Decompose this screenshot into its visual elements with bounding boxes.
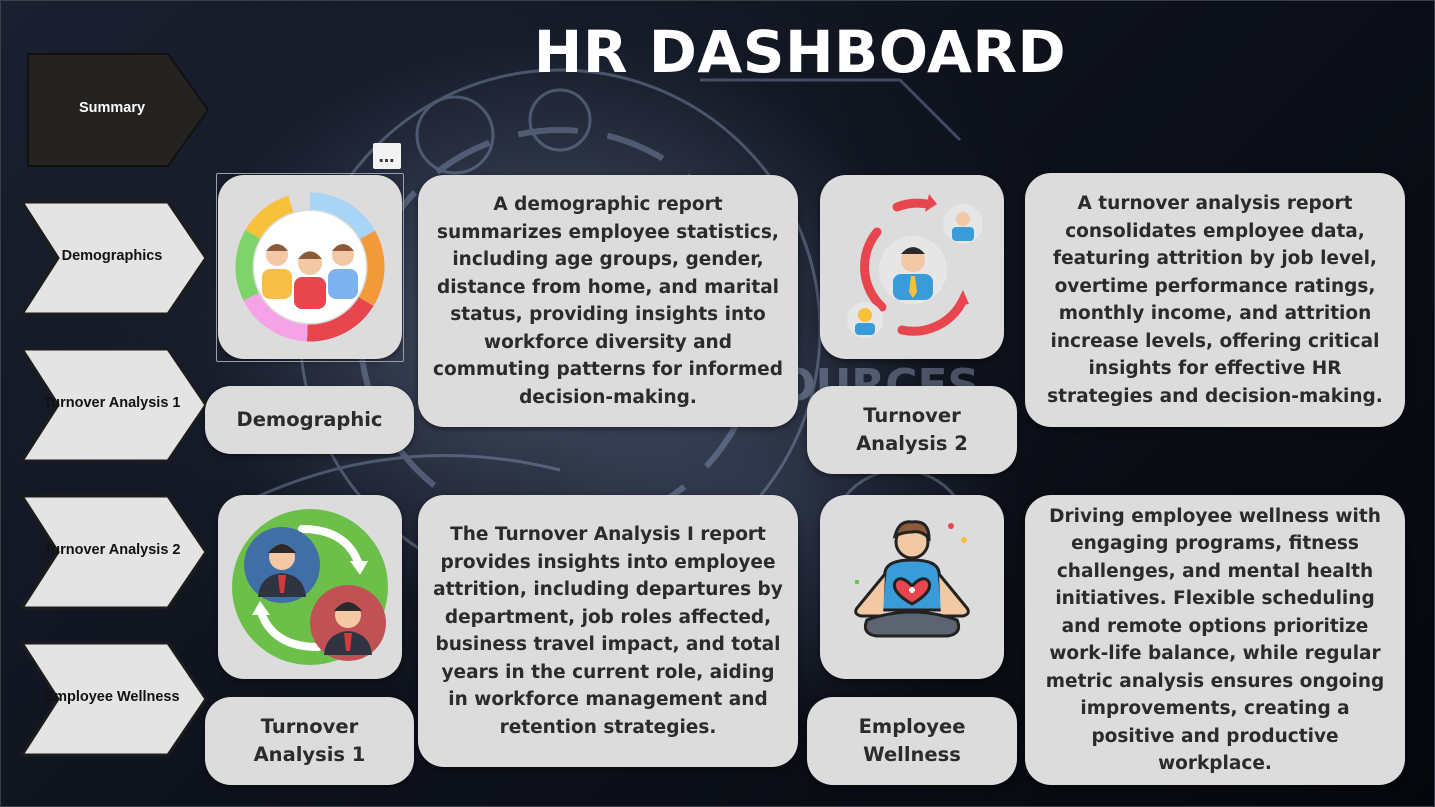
turnover-1-description: The Turnover Analysis I report provides … [418,495,798,767]
employee-exchange-icon [232,509,388,665]
turnover-2-image-card[interactable] [820,175,1004,359]
nav-arrow-shape [19,200,208,316]
turnover-2-description: A turnover analysis report consolidates … [1025,173,1405,427]
nav-arrow-shape [19,494,208,610]
page-title: HR DASHBOARD [533,18,1067,86]
nav-arrow-shape [19,641,208,757]
more-options-button[interactable]: … [373,143,401,169]
meditation-icon [854,520,970,638]
nav-summary-label: Summary [78,100,146,116]
turnover-1-label-card[interactable]: Turnover Analysis 1 [205,697,414,785]
nav-turnover-2-label: Turnover Analysis 2 [43,542,181,558]
demographic-image-card[interactable] [218,175,402,359]
demographic-label-card[interactable]: Demographic [205,386,414,454]
nav-turnover-1-button[interactable]: Turnover Analysis 1 [18,347,210,463]
nav-demographics-button[interactable]: Demographics [18,200,210,316]
nav-demographics-label: Demographics [61,248,163,264]
nav-turnover-2-button[interactable]: Turnover Analysis 2 [18,494,210,610]
demographic-description: A demographic report summarizes employee… [418,175,798,427]
wellness-image-card[interactable] [820,495,1004,679]
nav-summary-button[interactable]: Summary [18,52,210,167]
nav-turnover-1-label: Turnover Analysis 1 [43,395,181,411]
wellness-label-card[interactable]: Employee Wellness [807,697,1017,785]
wellness-description: Driving employee wellness with engaging … [1025,495,1405,785]
nav-arrow-shape [27,53,210,167]
nav-arrow-shape [19,347,208,463]
turnover-2-label-card[interactable]: Turnover Analysis 2 [807,386,1017,474]
team-donut-icon [235,192,385,342]
nav-employee-wellness-button[interactable]: Employee Wellness [18,641,210,757]
nav-employee-wellness-label: Employee Wellness [44,689,180,705]
employee-rotation-icon [847,194,983,338]
turnover-1-image-card[interactable] [218,495,402,679]
